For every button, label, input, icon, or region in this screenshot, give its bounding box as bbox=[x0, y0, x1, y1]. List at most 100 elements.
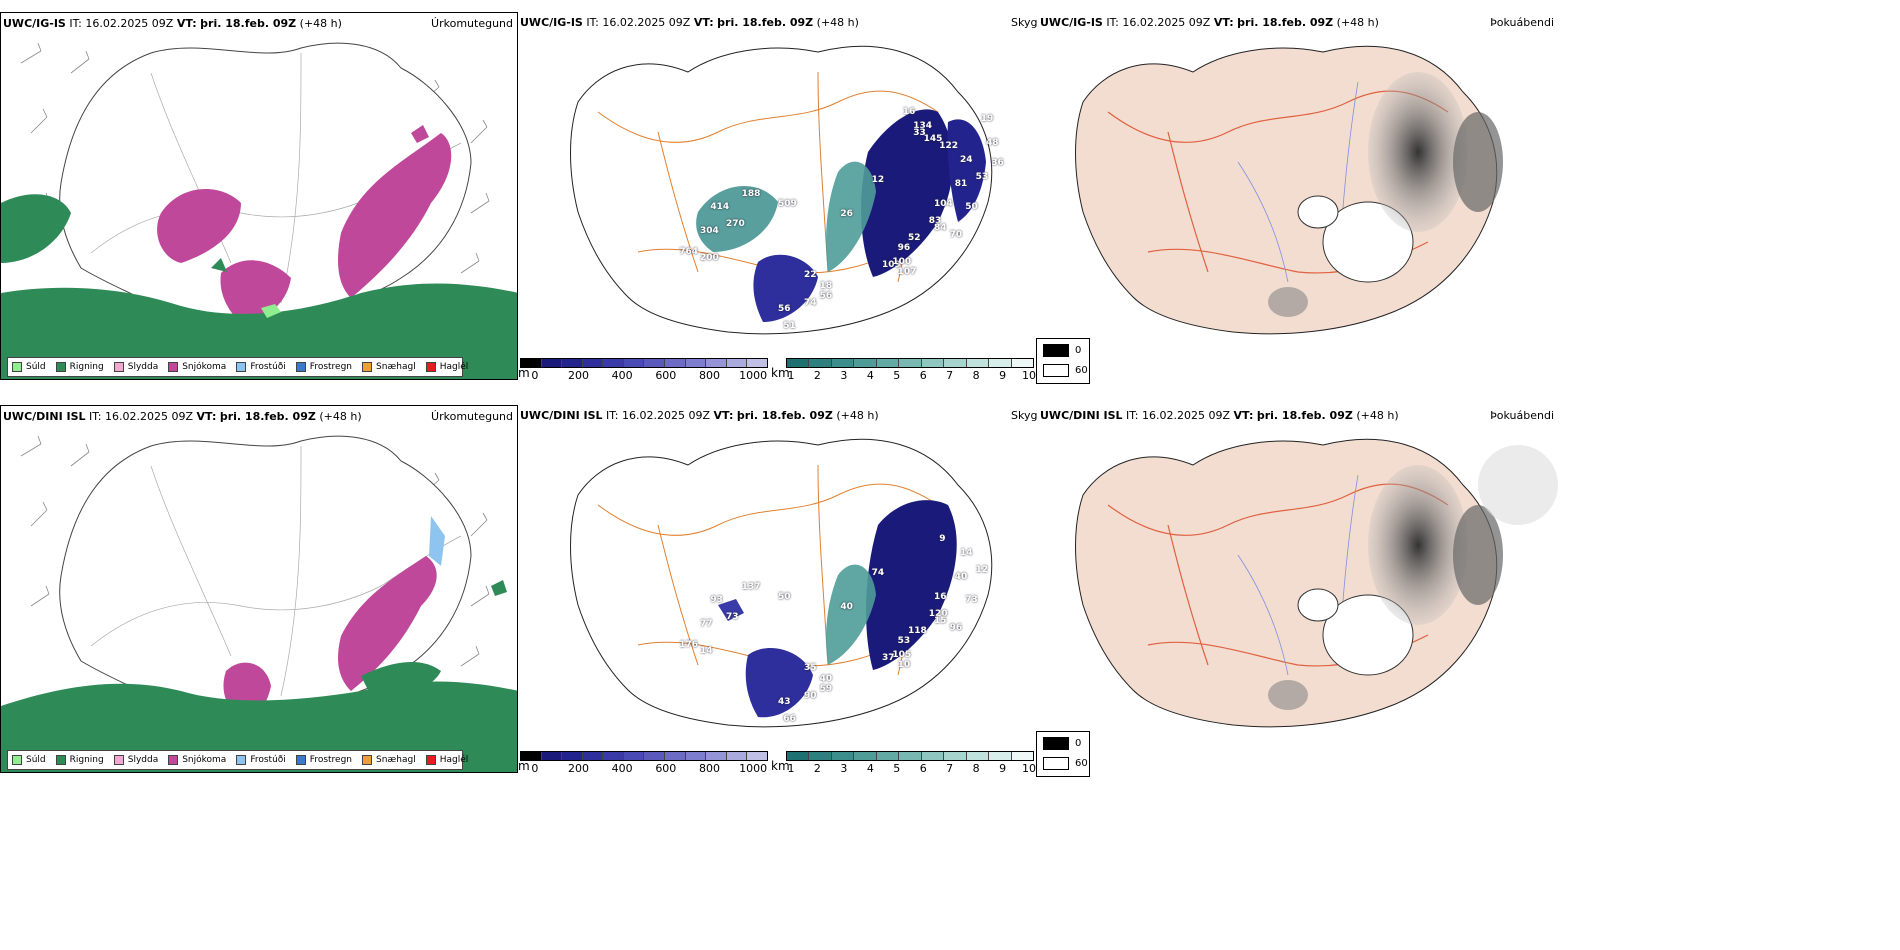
colorbar-segment bbox=[706, 359, 727, 367]
colorbar-tick-label: 0 bbox=[531, 762, 539, 775]
legend-item-freezing-rain: Frostregn bbox=[295, 362, 352, 372]
colorbar-segment bbox=[582, 359, 604, 367]
visibility-value-label: 134 bbox=[913, 120, 932, 131]
visibility-value-label: 83 bbox=[928, 216, 942, 226]
visibility-value-label: 118 bbox=[908, 626, 927, 636]
colorbar-segment bbox=[876, 752, 900, 760]
colorbar-segment bbox=[706, 752, 727, 760]
visibility-m-colorbar-bottom: 0 200 400 600 800 1000 bbox=[520, 751, 768, 775]
visibility-value-label: 270 bbox=[726, 219, 745, 230]
fog-map bbox=[1075, 438, 1558, 728]
legend-item-freezing-drizzle: Frostúði bbox=[236, 362, 286, 372]
colorbar-tick-label: 400 bbox=[611, 762, 633, 775]
colorbar-tick-label: 8 bbox=[972, 369, 980, 382]
fog-legend-item: 0 bbox=[1043, 737, 1081, 750]
vt-value: þri. 18.feb. 09Z bbox=[736, 409, 833, 422]
colorbar-segment bbox=[685, 359, 707, 367]
visibility-value-label: 74 bbox=[804, 297, 817, 308]
swatch bbox=[168, 362, 179, 372]
vt-label: VT: bbox=[1213, 16, 1234, 29]
visibility-value-label: 56 bbox=[819, 290, 833, 301]
visibility-value-label: 73 bbox=[965, 595, 978, 606]
visibility-labels: 188 414 304 270 764 200 509 12 26 56 51 74 56 22 18 109… bbox=[518, 12, 1038, 352]
visibility-value-label: 120 bbox=[928, 609, 948, 619]
visibility-value-label: 50 bbox=[778, 592, 791, 602]
colorbar-segment bbox=[809, 359, 832, 367]
vt-value: þri. 18.feb. 09Z bbox=[1237, 16, 1334, 29]
colorbar-segment bbox=[989, 752, 1012, 760]
colorbar-tick-label: 3 bbox=[840, 369, 848, 382]
visibility-value-label: 12 bbox=[871, 175, 885, 186]
variable-name: Úrkomutegund bbox=[431, 17, 513, 30]
vt-label: VT: bbox=[713, 409, 734, 422]
unit-m: m bbox=[518, 366, 530, 380]
vt-value: þri. 18.feb. 09Z bbox=[717, 16, 814, 29]
visibility-value-label: 73 bbox=[726, 612, 739, 623]
colorbar-tick-label: 4 bbox=[866, 369, 874, 382]
colorbar-segment bbox=[944, 752, 967, 760]
variable-name: Þokuábendi bbox=[1490, 409, 1554, 422]
model-name: UWC/DINI ISL bbox=[520, 409, 603, 422]
precip-type-map bbox=[1, 42, 517, 379]
colorbar-tick-label: 8 bbox=[972, 762, 980, 775]
visibility-value-label: 93 bbox=[710, 595, 723, 606]
colorbar-segment bbox=[747, 359, 767, 367]
visibility-value-label: 51 bbox=[783, 321, 796, 332]
it-label: IT: bbox=[606, 409, 619, 422]
colorbar-tick-label: 5 bbox=[893, 369, 901, 382]
legend-label: 60 bbox=[1075, 758, 1088, 769]
unit-km: km bbox=[771, 759, 790, 773]
visibility-value-label: 188 bbox=[741, 188, 761, 199]
vt-value: þri. 18.feb. 09Z bbox=[219, 410, 316, 423]
legend-label: Slydda bbox=[127, 755, 159, 765]
colorbar-tick-label: 6 bbox=[919, 369, 927, 382]
colorbar-segment bbox=[521, 359, 542, 367]
model-name: UWC/IG-IS bbox=[520, 16, 583, 29]
visibility-value-label: 105 bbox=[892, 649, 912, 660]
it-label: IT: bbox=[586, 16, 599, 29]
colorbar-segment bbox=[603, 359, 624, 367]
colorbar-segment bbox=[562, 359, 583, 367]
colorbar-tick-label: 800 bbox=[698, 762, 720, 775]
colorbar-tick-label: 0 bbox=[531, 369, 539, 382]
fog-panel-bottom: UWC/DINI ISL IT: 16.02.2025 09Z VT: þri.… bbox=[1038, 405, 1558, 775]
swatch bbox=[55, 755, 66, 765]
precip-type-map bbox=[1, 435, 517, 772]
vt-label: VT: bbox=[176, 17, 197, 30]
colorbar-km-ticks: 1 2 3 4 5 6 7 8 9 10 bbox=[786, 368, 1036, 382]
panel-title: UWC/IG-IS IT: 16.02.2025 09Z VT: þri. 18… bbox=[3, 17, 342, 30]
fog-legend-item: 60 bbox=[1043, 364, 1088, 377]
legend-item-hail: Haglél bbox=[425, 362, 468, 372]
colorbar-tick-label: 10 bbox=[1022, 762, 1037, 775]
colorbar-tick-label: 2 bbox=[813, 369, 821, 382]
swatch bbox=[425, 362, 436, 372]
visibility-value-label: 50 bbox=[965, 202, 978, 213]
lead-time: (+48 h) bbox=[836, 409, 879, 422]
visibility-value-label: 37 bbox=[882, 653, 895, 664]
legend-label: 60 bbox=[1075, 365, 1088, 376]
it-value: 16.02.2025 09Z bbox=[1142, 409, 1231, 422]
colorbar-tick-label: 3 bbox=[840, 762, 848, 775]
legend-item-sleet: Slydda bbox=[113, 755, 159, 765]
legend-item-sleet: Slydda bbox=[113, 362, 158, 372]
colorbar-segment bbox=[644, 359, 666, 367]
model-name: UWC/DINI ISL bbox=[1040, 409, 1123, 422]
lead-time: (+48 h) bbox=[299, 17, 342, 30]
visibility-value-label: 104 bbox=[934, 199, 953, 209]
legend-item-freezing-drizzle: Frostúði bbox=[236, 755, 286, 765]
swatch bbox=[236, 362, 247, 372]
visibility-value-label: 70 bbox=[949, 229, 963, 240]
visibility-km-colorbar-top: 1 2 3 4 5 6 7 8 9 10 bbox=[786, 358, 1036, 382]
colorbar-m bbox=[520, 751, 768, 761]
panel-title: UWC/DINI ISL IT: 16.02.2025 09Z VT: þri.… bbox=[520, 409, 879, 422]
colorbar-tick-label: 9 bbox=[999, 369, 1007, 382]
model-name: UWC/IG-IS bbox=[1040, 16, 1103, 29]
variable-name: Úrkomutegund bbox=[431, 410, 513, 423]
visibility-value-label: 53 bbox=[975, 171, 989, 182]
colorbar-km bbox=[786, 751, 1034, 761]
unit-m: m bbox=[518, 759, 530, 773]
colorbar-segment bbox=[726, 752, 748, 760]
colorbar-segment bbox=[966, 359, 990, 367]
variable-name: Þokuábendi bbox=[1490, 16, 1554, 29]
vt-value: þri. 18.feb. 09Z bbox=[200, 17, 297, 30]
